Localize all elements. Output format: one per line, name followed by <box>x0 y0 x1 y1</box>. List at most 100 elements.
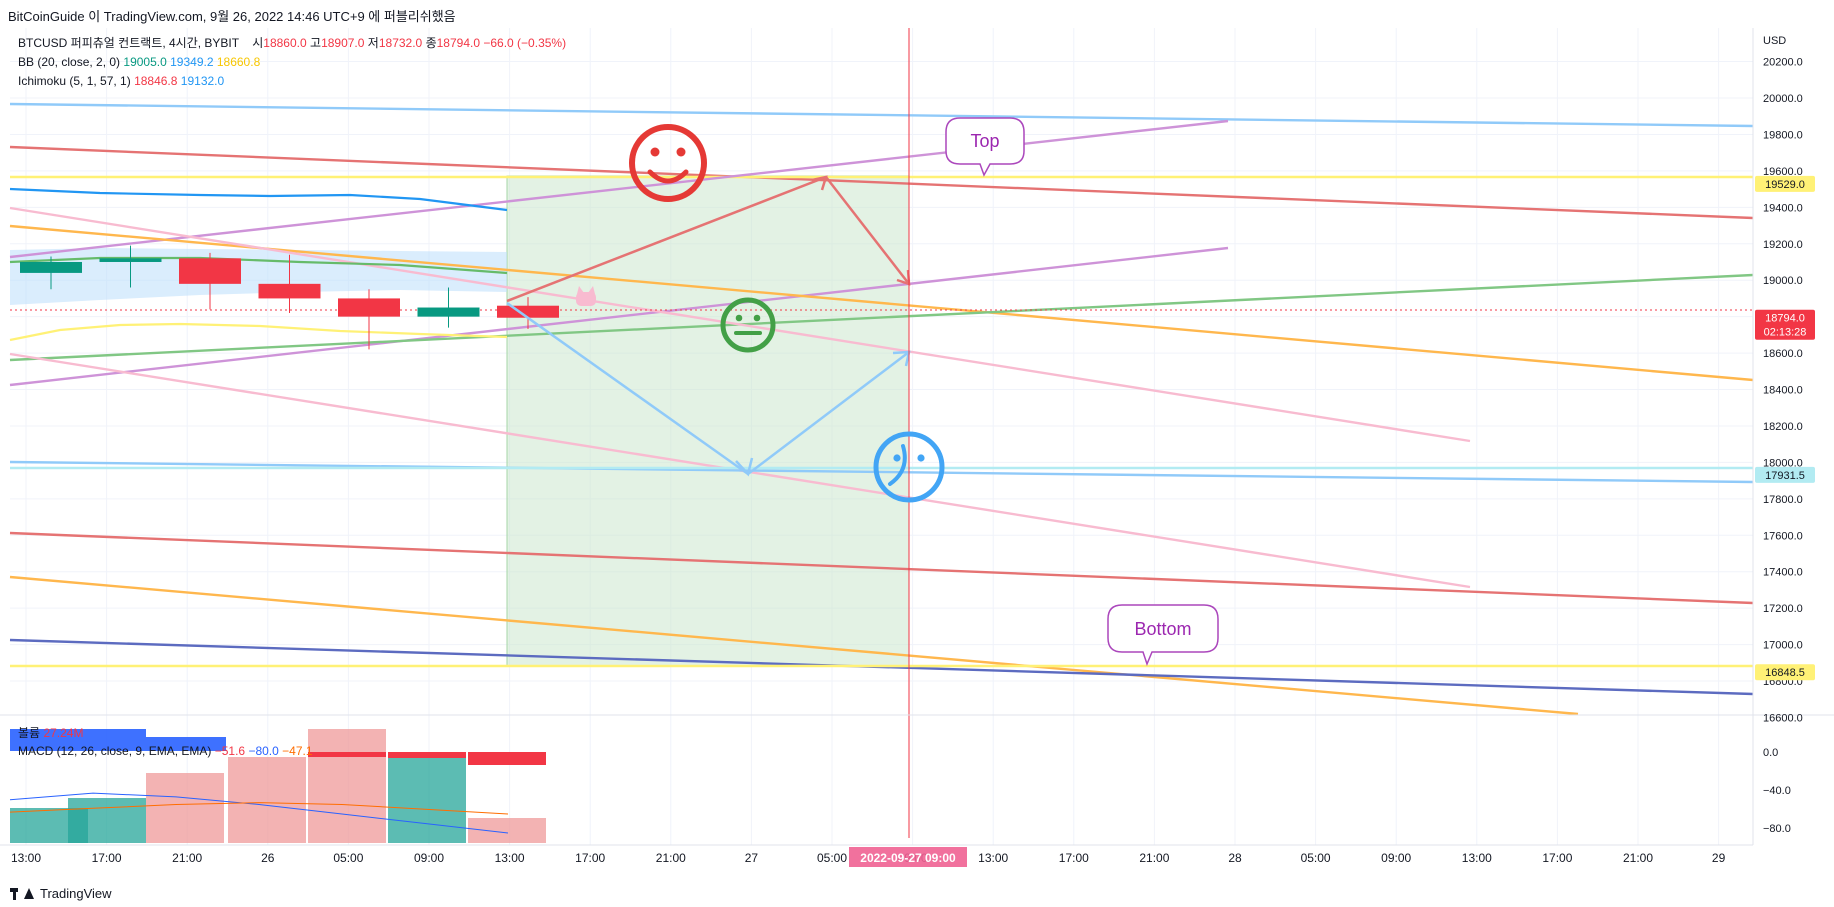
x-tick-label: 21:00 <box>1623 851 1653 865</box>
candle[interactable] <box>338 289 400 350</box>
published-text: BitCoinGuide 이 TradingView.com, 9월 26, 2… <box>8 9 456 24</box>
red-arrow-head-1 <box>811 175 828 191</box>
bb-lower-line <box>9 322 508 342</box>
trendline-purple-1 <box>9 119 1229 259</box>
y-tick-label: 18400.0 <box>1763 385 1803 397</box>
candle[interactable] <box>99 245 162 288</box>
bottom-callout[interactable]: Bottom <box>1107 604 1219 667</box>
macd-hist-red-bar <box>388 752 466 758</box>
ichimoku-v1: 18846.8 <box>134 74 178 88</box>
price-badge: 17931.5 <box>1755 466 1815 483</box>
bb-label: BB (20, close, 2, 0) <box>18 55 121 69</box>
symbol-legend-row[interactable]: BTCUSD 퍼피츄얼 컨트랙트, 4시간, BYBIT 시18860.0 고1… <box>18 34 566 53</box>
y-tick-label: 17000.0 <box>1763 640 1803 652</box>
bottom-callout-text: Bottom <box>1134 619 1191 639</box>
candle-body <box>497 305 559 318</box>
y-tick-label: 18600.0 <box>1763 348 1803 360</box>
time-axis[interactable]: 13:00 17:00 21:00 26 05:00 09:00 13:00 17:00 21:… <box>0 844 1753 865</box>
x-tick-label: 05:00 <box>1301 851 1331 865</box>
bb-upper-value: 19349.2 <box>170 55 214 69</box>
x-tick-label: 26 <box>261 851 275 865</box>
tradingview-logo-icon <box>10 887 28 900</box>
price-badge-text: 18794.0 <box>1765 313 1805 325</box>
macd-hist-column <box>388 756 466 843</box>
bb-legend-row[interactable]: BB (20, close, 2, 0) 19005.0 19349.2 186… <box>18 53 566 72</box>
trendline-red-1 <box>9 145 1754 220</box>
y-tick-label: 20200.0 <box>1763 57 1803 69</box>
macd-legend-row[interactable]: MACD (12, 26, close, 9, EMA, EMA) −51.6 … <box>18 742 313 760</box>
close-label: 종 <box>425 36 437 50</box>
open-value: 18860.0 <box>263 36 307 50</box>
ichimoku-legend-row[interactable]: Ichimoku (5, 1, 57, 1) 18846.8 19132.0 <box>18 72 566 91</box>
price-badges: 19529.0 18794.0 02:13:28 17931.5 16848.5 <box>1755 175 1815 681</box>
macd-y-tick-label: −40.0 <box>1763 785 1791 797</box>
macd-hist-column <box>228 757 306 843</box>
candles-layer[interactable] <box>20 245 559 350</box>
footer: TradingView <box>0 880 1834 907</box>
macd-y-tick-label: 0.0 <box>1763 747 1778 759</box>
price-chart[interactable]: Top Bottom USD 20200.0 20000.0 19800.0 1960… <box>0 0 1834 880</box>
candle[interactable] <box>179 252 241 310</box>
change-value: −66.0 (−0.35%) <box>483 36 567 50</box>
high-label: 고 <box>310 36 322 50</box>
x-tick-label: 17:00 <box>575 851 605 865</box>
y-tick-label: 16600.0 <box>1763 712 1803 724</box>
y-tick-label: 17600.0 <box>1763 530 1803 542</box>
trendline-blue-top <box>9 102 1754 128</box>
macd-label: MACD (12, 26, close, 9, EMA, EMA) <box>18 744 212 758</box>
y-tick-label: 19000.0 <box>1763 275 1803 287</box>
trend-lines[interactable] <box>9 102 1754 716</box>
top-callout[interactable]: Top <box>945 117 1025 177</box>
candle-body <box>338 298 400 317</box>
macd-pane[interactable] <box>9 729 546 843</box>
ichimoku-v2: 19132.0 <box>180 74 225 88</box>
trendline-green <box>9 273 1754 362</box>
happy-face-icon[interactable] <box>629 124 707 202</box>
candle-body <box>99 258 162 262</box>
y-tick-label: 19800.0 <box>1763 129 1803 141</box>
indicator-lines <box>9 187 1753 342</box>
price-badge: 19529.0 <box>1755 175 1815 192</box>
x-tick-label: 09:00 <box>1381 851 1411 865</box>
y-tick-label: 19200.0 <box>1763 239 1803 251</box>
x-tick-label: 13:00 <box>1462 851 1492 865</box>
volume-legend-row[interactable]: 볼륨 27.24M <box>18 724 313 742</box>
candle[interactable] <box>417 287 480 328</box>
volume-bar <box>10 729 146 751</box>
x-tick-label: 21:00 <box>172 851 202 865</box>
y-tick-label: 17200.0 <box>1763 603 1803 615</box>
ichimoku-label: Ichimoku (5, 1, 57, 1) <box>18 74 131 88</box>
tradingview-logo[interactable]: TradingView <box>10 886 112 901</box>
x-tick-label: 17:00 <box>1542 851 1572 865</box>
trendline-red-2 <box>9 531 1754 605</box>
candle[interactable] <box>258 254 321 313</box>
blue-arrow-head-1 <box>735 457 754 477</box>
range-box[interactable] <box>506 175 910 667</box>
bb-lower-value: 18660.8 <box>216 55 261 69</box>
currency-label: USD <box>1763 35 1786 47</box>
candle[interactable] <box>20 256 82 290</box>
price-badge-countdown: 02:13:28 <box>1764 327 1807 339</box>
trendline-purple-2 <box>9 246 1229 387</box>
neutral-face-icon[interactable] <box>720 297 776 353</box>
ichimoku-blue-line <box>9 187 508 212</box>
low-value: 18732.0 <box>378 36 423 50</box>
top-callout-text: Top <box>970 131 999 151</box>
price-badge-text: 17931.5 <box>1765 470 1805 482</box>
price-axis[interactable]: USD 20200.0 20000.0 19800.0 19600.0 19400.0 1… <box>1752 28 1803 845</box>
macd-hist-column <box>146 773 224 843</box>
x-tick-label: 17:00 <box>92 851 122 865</box>
candle[interactable] <box>497 297 559 330</box>
crosshair-time-badge: 2022-09-27 09:00 <box>849 847 967 867</box>
symbol-label: BTCUSD 퍼피츄얼 컨트랙트, 4시간, BYBIT <box>18 36 239 50</box>
x-tick-label: 27 <box>745 851 759 865</box>
confused-face-icon[interactable] <box>873 431 945 503</box>
y-tick-label: 18000.0 <box>1763 457 1803 469</box>
x-tick-label: 13:00 <box>978 851 1008 865</box>
sub-legend: 볼륨 27.24M MACD (12, 26, close, 9, EMA, E… <box>18 724 313 760</box>
macd-value-signal: −47.1 <box>282 744 313 758</box>
macd-line <box>9 792 509 834</box>
volume-bar <box>146 737 226 751</box>
macd-hist-red-bar <box>308 752 386 757</box>
volume-value: 27.24M <box>43 726 84 740</box>
